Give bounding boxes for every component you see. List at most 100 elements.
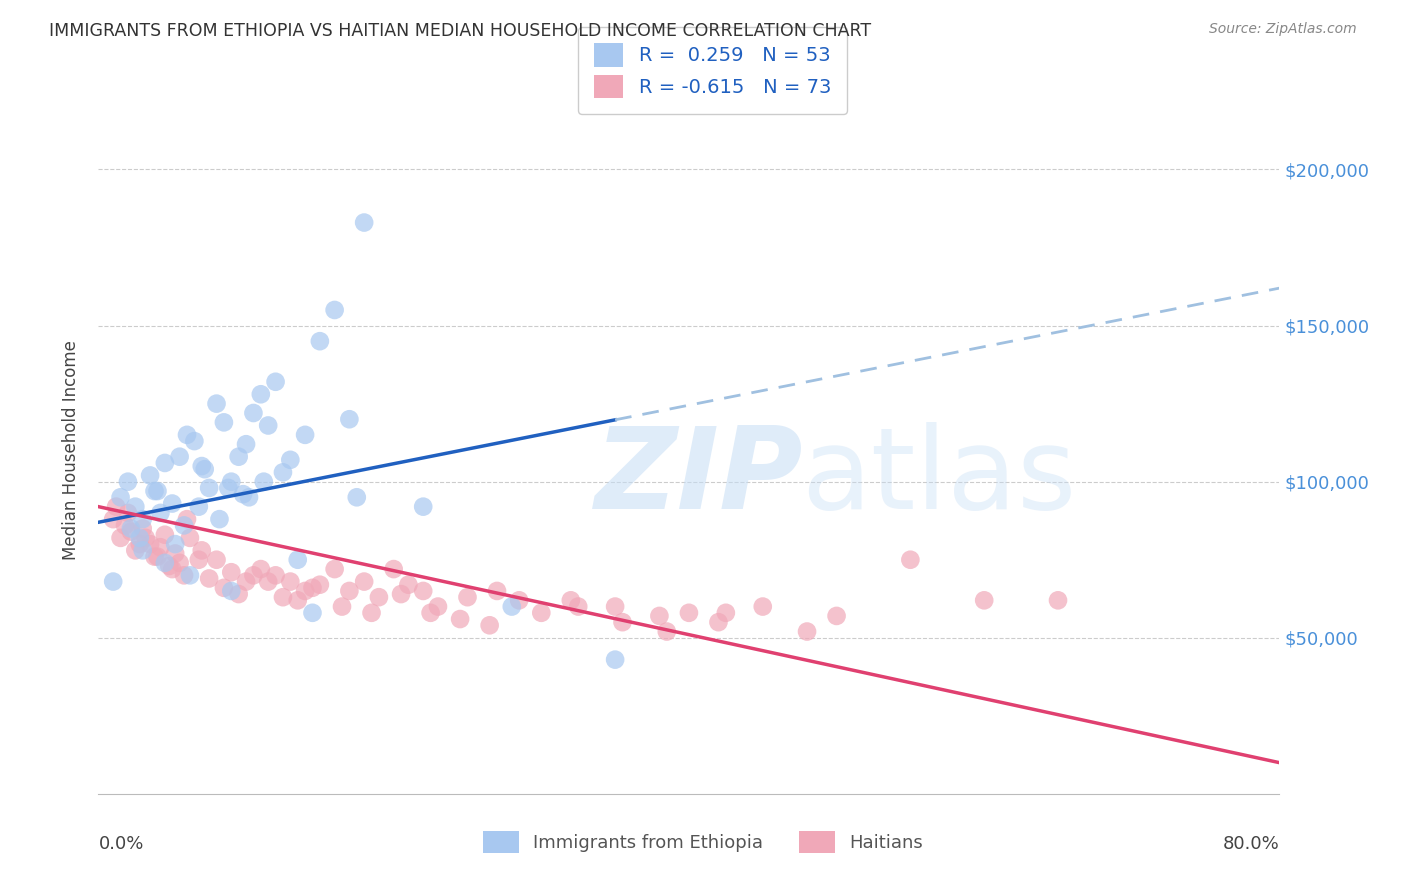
Point — [250, 562, 273, 576]
Point — [165, 537, 187, 551]
Point — [368, 591, 391, 605]
Point — [825, 608, 848, 623]
Point — [752, 599, 775, 614]
Point — [427, 599, 450, 614]
Text: 80.0%: 80.0% — [1223, 835, 1279, 853]
Text: ZIP: ZIP — [595, 423, 803, 533]
Point — [242, 406, 264, 420]
Point — [309, 578, 332, 592]
Point — [198, 571, 221, 585]
Point — [323, 303, 346, 318]
Point — [301, 581, 323, 595]
Point — [173, 518, 195, 533]
Point — [146, 549, 169, 564]
Point — [105, 500, 128, 514]
Point — [235, 437, 257, 451]
Point — [212, 415, 235, 429]
Point — [486, 583, 509, 598]
Point — [183, 434, 205, 449]
Point — [280, 574, 302, 589]
Point — [221, 566, 243, 580]
Point — [194, 462, 217, 476]
Point — [176, 512, 198, 526]
Point — [132, 512, 155, 526]
Point — [162, 562, 183, 576]
Point — [128, 531, 150, 545]
Point — [412, 500, 434, 514]
Point — [117, 506, 139, 520]
Point — [257, 418, 280, 433]
Point — [294, 427, 316, 442]
Point — [478, 618, 501, 632]
Point — [508, 593, 530, 607]
Y-axis label: Median Household Income: Median Household Income — [62, 341, 80, 560]
Point — [449, 612, 471, 626]
Point — [208, 512, 231, 526]
Point — [103, 574, 125, 589]
Point — [153, 527, 176, 541]
Point — [253, 475, 276, 489]
Point — [280, 452, 302, 467]
Point — [238, 490, 260, 504]
Point — [648, 608, 671, 623]
Point — [353, 574, 375, 589]
Point — [139, 537, 162, 551]
Point — [398, 578, 420, 592]
Point — [1047, 593, 1070, 607]
Point — [149, 541, 172, 555]
Point — [530, 606, 553, 620]
Point — [169, 450, 191, 464]
Point — [973, 593, 995, 607]
Point — [162, 496, 183, 510]
Point — [146, 483, 169, 498]
Point — [250, 387, 273, 401]
Point — [212, 581, 235, 595]
Point — [228, 450, 250, 464]
Point — [360, 606, 382, 620]
Point — [605, 599, 627, 614]
Point — [120, 521, 142, 535]
Point — [205, 552, 228, 567]
Point — [242, 568, 264, 582]
Point — [678, 606, 700, 620]
Point — [457, 591, 479, 605]
Point — [567, 599, 589, 614]
Point — [143, 483, 166, 498]
Legend: Immigrants from Ethiopia, Haitians: Immigrants from Ethiopia, Haitians — [475, 824, 931, 861]
Point — [232, 487, 254, 501]
Point — [191, 458, 214, 473]
Point — [120, 524, 142, 539]
Point — [382, 562, 405, 576]
Point — [294, 583, 316, 598]
Point — [235, 574, 257, 589]
Point — [257, 574, 280, 589]
Point — [165, 546, 187, 561]
Point — [228, 587, 250, 601]
Point — [389, 587, 412, 601]
Point — [132, 543, 155, 558]
Point — [153, 456, 176, 470]
Point — [339, 412, 361, 426]
Point — [187, 500, 209, 514]
Point — [221, 475, 243, 489]
Text: Source: ZipAtlas.com: Source: ZipAtlas.com — [1209, 22, 1357, 37]
Point — [205, 396, 228, 410]
Point — [117, 475, 139, 489]
Point — [110, 531, 132, 545]
Point — [217, 481, 239, 495]
Point — [149, 506, 172, 520]
Point — [128, 537, 150, 551]
Point — [143, 549, 166, 564]
Point — [114, 518, 136, 533]
Point — [353, 215, 375, 229]
Point — [110, 490, 132, 504]
Point — [501, 599, 523, 614]
Point — [271, 591, 294, 605]
Point — [139, 468, 162, 483]
Point — [612, 615, 634, 630]
Text: IMMIGRANTS FROM ETHIOPIA VS HAITIAN MEDIAN HOUSEHOLD INCOME CORRELATION CHART: IMMIGRANTS FROM ETHIOPIA VS HAITIAN MEDI… — [49, 22, 872, 40]
Point — [271, 466, 294, 480]
Point — [412, 583, 434, 598]
Point — [655, 624, 678, 639]
Point — [796, 624, 818, 639]
